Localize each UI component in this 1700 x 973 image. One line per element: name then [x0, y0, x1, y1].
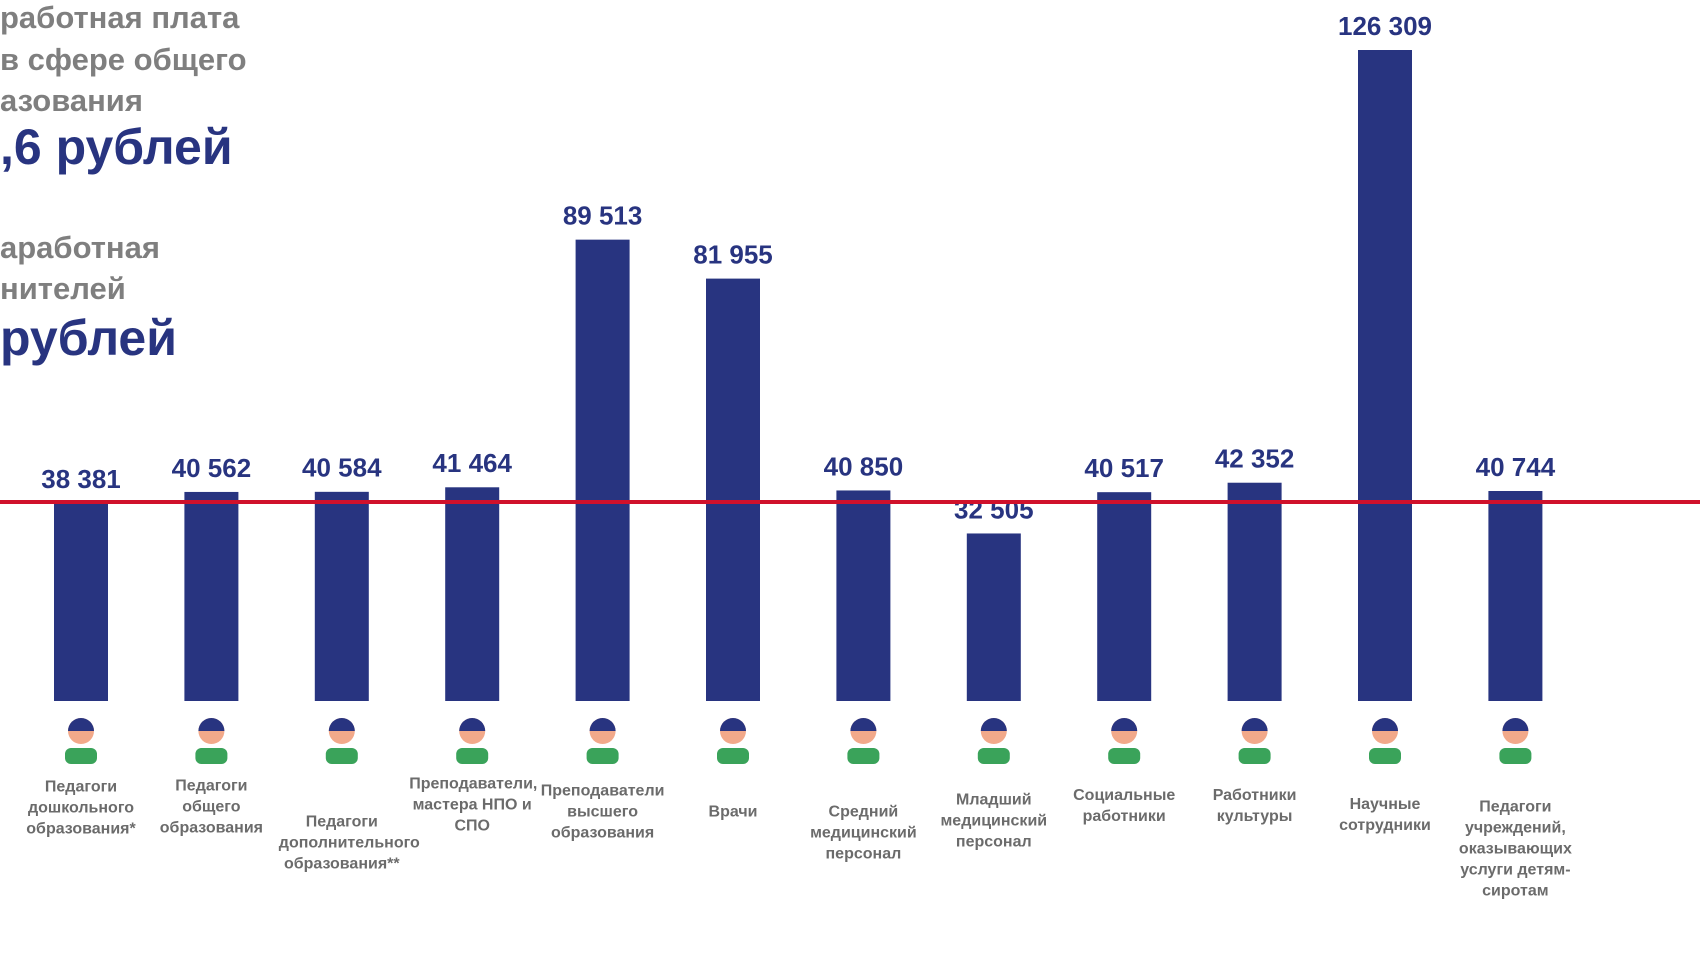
icon-hair	[590, 718, 616, 731]
icon	[587, 718, 619, 764]
value-label: 40 562	[172, 453, 252, 483]
bar	[445, 487, 499, 701]
annotation: ,6 рублей	[0, 118, 233, 176]
bar	[1097, 492, 1151, 701]
bar	[1228, 483, 1282, 701]
value-label: 40 517	[1084, 453, 1164, 483]
annotation: в сфере общего	[0, 42, 247, 78]
value-label: 40 584	[302, 453, 382, 483]
icon	[717, 718, 749, 764]
icon-hair	[459, 718, 485, 731]
value-label: 38 381	[41, 464, 121, 494]
icon-hair	[720, 718, 746, 731]
icon-hair	[1372, 718, 1398, 731]
value-label: 89 513	[563, 201, 643, 231]
x-tick-label: Педагоги общего образования	[148, 776, 274, 839]
x-tick-label: Научные сотрудники	[1322, 794, 1448, 836]
icon	[1108, 718, 1140, 764]
page: 38 381 40 562 40 584 41 464 89 513 81 955 40 8…	[0, 0, 1700, 973]
bar	[1358, 50, 1412, 701]
icon-body	[195, 748, 227, 764]
value-label: 42 352	[1215, 444, 1295, 474]
value-label: 81 955	[693, 239, 773, 269]
bar	[706, 279, 760, 701]
x-tick-label: Врачи	[670, 802, 796, 823]
annotation: работная плата	[0, 0, 239, 36]
icon-body	[65, 748, 97, 764]
x-tick-label: Младший медицинский персонал	[931, 790, 1057, 853]
x-tick-label: Средний медицинский персонал	[800, 802, 926, 865]
icon-body	[456, 748, 488, 764]
icon-body	[717, 748, 749, 764]
icon-body	[587, 748, 619, 764]
icon	[1499, 718, 1531, 764]
value-label: 32 505	[954, 494, 1034, 524]
x-tick-label: Преподаватели высшего образования	[540, 781, 666, 844]
bar	[836, 490, 890, 701]
annotation: рублей	[0, 309, 177, 367]
icon-hair	[1242, 718, 1268, 731]
icon-hair	[1111, 718, 1137, 731]
icon-body	[1239, 748, 1271, 764]
annotation: аработная	[0, 230, 160, 266]
icon-hair	[329, 718, 355, 731]
icon	[195, 718, 227, 764]
bar	[315, 492, 369, 701]
icon-hair	[1502, 718, 1528, 731]
icon	[65, 718, 97, 764]
value-label: 40 744	[1476, 452, 1556, 482]
value-label: 126 309	[1338, 11, 1432, 41]
bar	[1488, 491, 1542, 701]
icon-hair	[850, 718, 876, 731]
bar	[184, 492, 238, 701]
icon-hair	[198, 718, 224, 731]
icon-hair	[68, 718, 94, 731]
bar	[54, 503, 108, 701]
icon	[1239, 718, 1271, 764]
value-label: 41 464	[432, 448, 512, 478]
x-tick-label: Педагоги дополнительного образования**	[279, 812, 405, 875]
icon-body	[978, 748, 1010, 764]
icon-body	[1499, 748, 1531, 764]
x-tick-label: Педагоги учреждений, оказывающих услуги …	[1452, 797, 1578, 902]
icon-body	[847, 748, 879, 764]
bar	[576, 240, 630, 701]
annotation: нителей	[0, 271, 126, 307]
bar	[967, 533, 1021, 701]
value-label: 40 850	[824, 451, 904, 481]
x-tick-label: Социальные работники	[1061, 785, 1187, 827]
icon	[978, 718, 1010, 764]
x-tick-label: Преподаватели, мастера НПО и СПО	[409, 774, 535, 837]
icon-body	[1108, 748, 1140, 764]
icon	[326, 718, 358, 764]
icon-body	[326, 748, 358, 764]
icon	[456, 718, 488, 764]
x-tick-label: Работники культуры	[1192, 785, 1318, 827]
icon	[847, 718, 879, 764]
icon	[1369, 718, 1401, 764]
icon-body	[1369, 748, 1401, 764]
annotation: азования	[0, 83, 143, 119]
icon-hair	[981, 718, 1007, 731]
x-tick-label: Педагоги дошкольного образования*	[18, 777, 144, 840]
